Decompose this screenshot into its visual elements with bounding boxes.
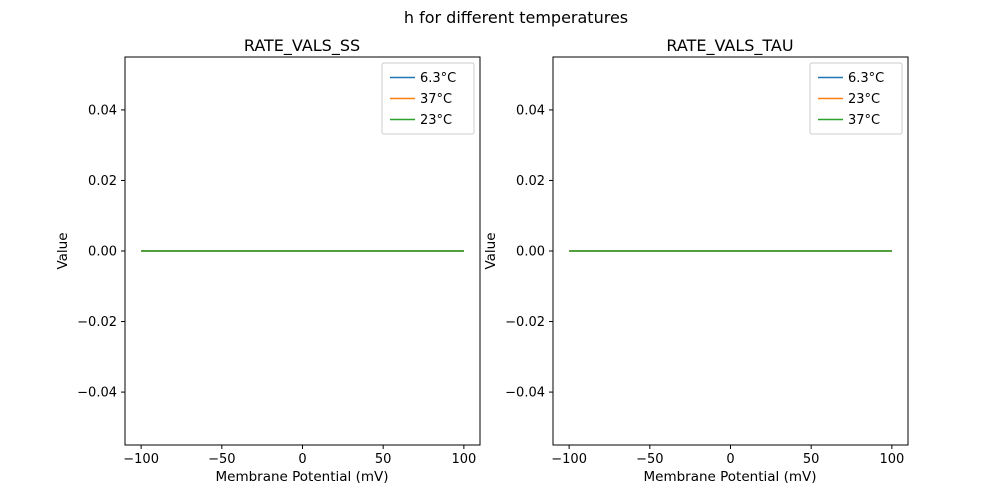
y-tick-label: −0.04 [505, 386, 545, 401]
legend: 6.3°C 23°C 37°C [809, 62, 903, 135]
legend-box [809, 62, 903, 135]
legend: 6.3°C 37°C 23°C [381, 62, 475, 135]
subplot-title-rate-vals-tau: RATE_VALS_TAU [666, 36, 794, 55]
y-axis-label-right: Value [483, 232, 499, 270]
legend-label: 37°C [420, 92, 452, 107]
y-tick-label: 0.00 [516, 245, 545, 260]
x-tick-label: −100 [551, 452, 587, 467]
y-tick-label: −0.04 [77, 386, 117, 401]
y-tick-label: 0.02 [88, 174, 117, 189]
y-tick-label: 0.00 [88, 245, 117, 260]
legend-label: 23°C [420, 113, 452, 128]
x-axis-label-left: Membrane Potential (mV) [215, 469, 389, 485]
legend-label: 6.3°C [420, 71, 456, 86]
x-tick-label: 100 [879, 452, 904, 467]
x-tick-label: 0 [298, 452, 306, 467]
x-tick-label: −100 [123, 452, 159, 467]
y-tick-label: 0.02 [516, 174, 545, 189]
y-axis-label-left: Value [55, 232, 71, 270]
x-tick-label: 100 [451, 452, 476, 467]
y-tick-label: −0.02 [77, 315, 117, 330]
legend-label: 6.3°C [848, 71, 884, 86]
subplot-title-rate-vals-ss: RATE_VALS_SS [243, 36, 361, 55]
y-tick-label: 0.04 [88, 103, 117, 118]
x-tick-label: 50 [375, 452, 392, 467]
legend-label: 37°C [848, 113, 880, 128]
subplot-axes-1: −100 −50 0 50 100 −0.04 −0.02 0.00 0.02 0.04 6.3°C… [505, 56, 909, 467]
x-tick-label: 0 [726, 452, 734, 467]
x-tick-label: −50 [636, 452, 663, 467]
x-tick-label: −50 [208, 452, 235, 467]
legend-label: 23°C [848, 92, 880, 107]
legend-box [381, 62, 475, 135]
x-tick-label: 50 [803, 452, 820, 467]
figure-title: h for different temperatures [403, 8, 629, 27]
y-tick-label: 0.04 [516, 103, 545, 118]
y-tick-label: −0.02 [505, 315, 545, 330]
x-axis-label-right: Membrane Potential (mV) [643, 469, 817, 485]
subplot-axes-0: −100 −50 0 50 100 −0.04 −0.02 0.00 0.02 0.04 6.3°C… [77, 56, 481, 467]
